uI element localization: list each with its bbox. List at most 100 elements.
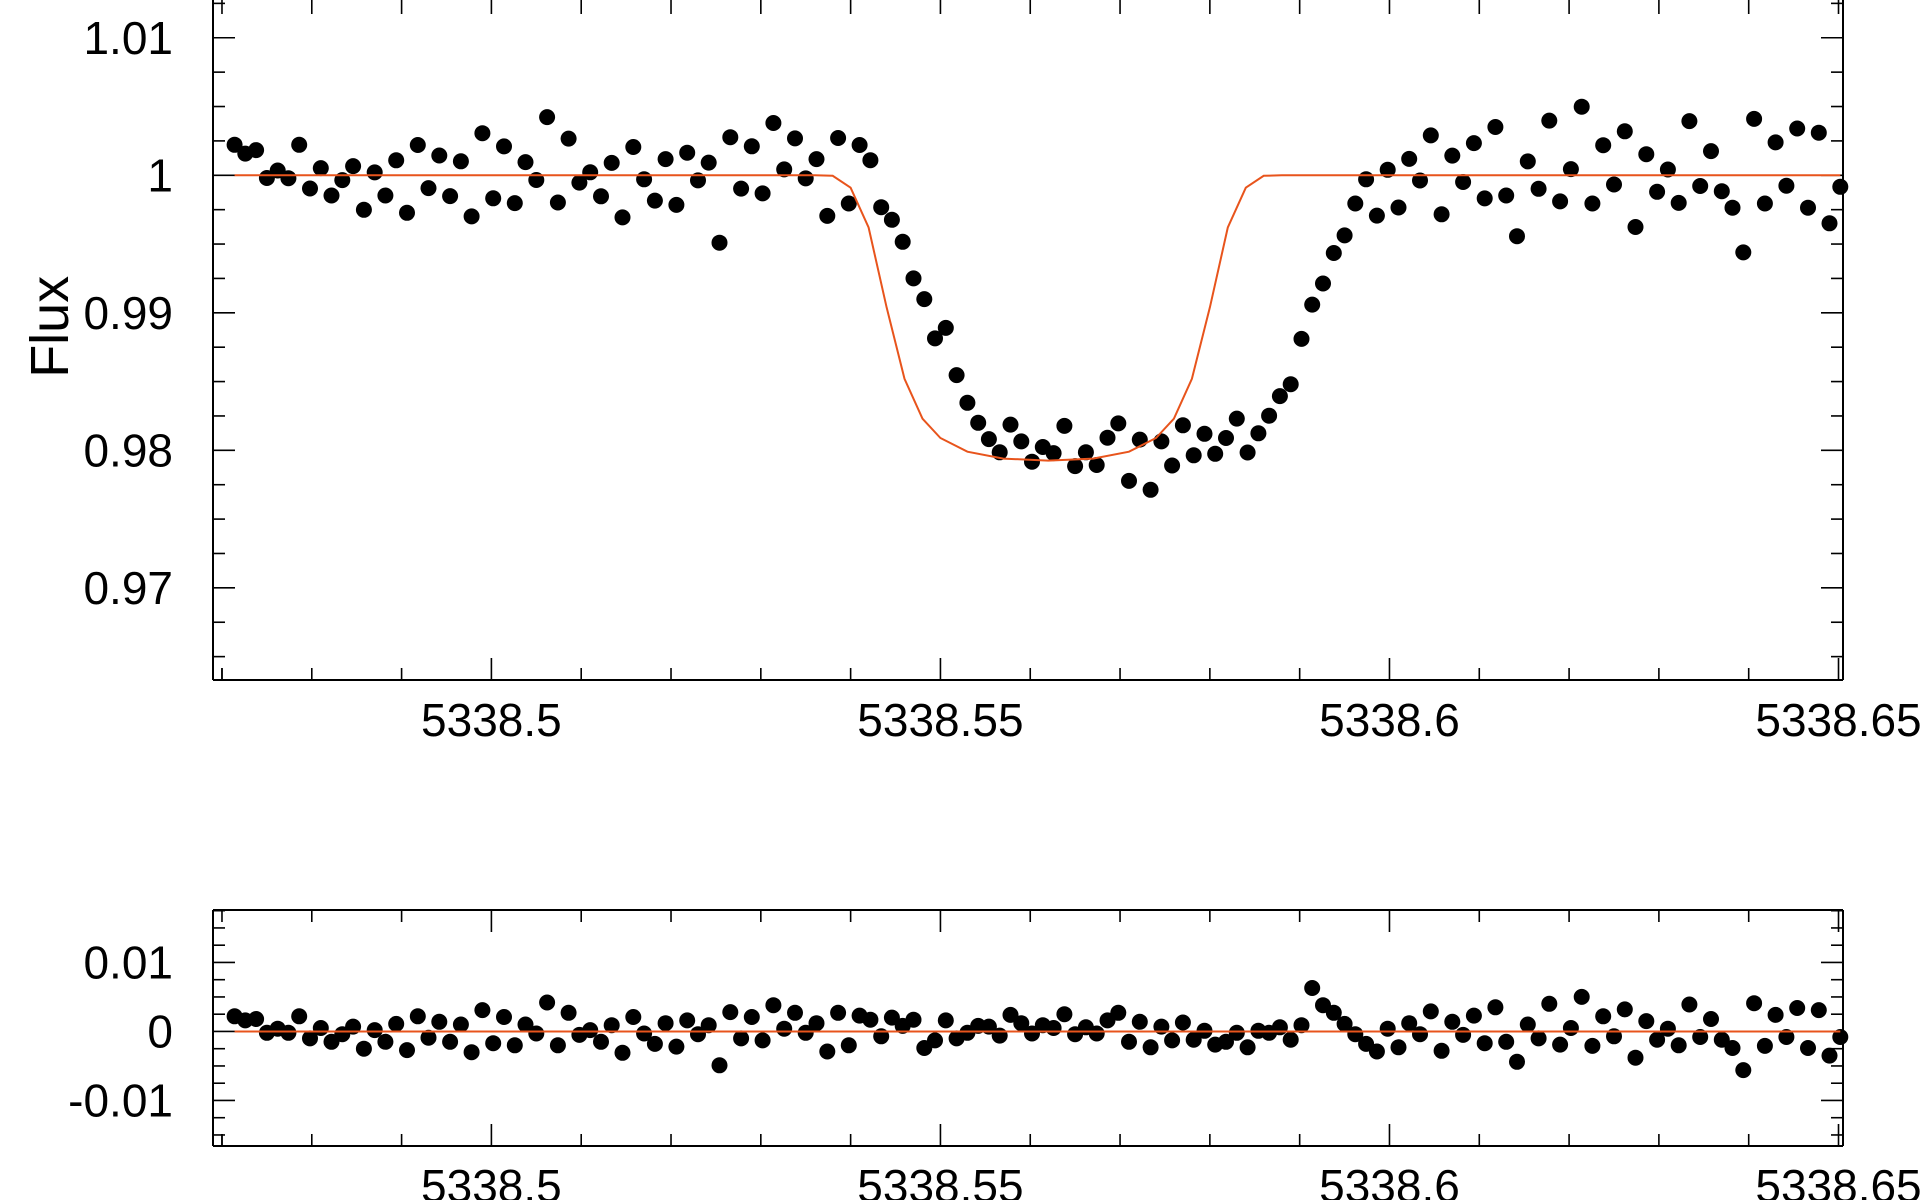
data-point: [377, 187, 394, 204]
data-point: [1347, 1026, 1364, 1043]
x-tick-label: 5338.55: [857, 694, 1023, 746]
y-axis-title: Flux: [20, 276, 80, 378]
data-point: [474, 1002, 491, 1019]
data-point: [959, 394, 976, 411]
data-point: [1638, 146, 1655, 163]
data-point: [1433, 206, 1450, 223]
data-point: [409, 1008, 426, 1025]
data-point: [840, 1037, 857, 1054]
data-point: [1756, 1037, 1773, 1054]
data-point: [560, 1004, 577, 1021]
data-point: [819, 207, 836, 224]
data-point: [1455, 174, 1472, 190]
data-point: [1185, 447, 1202, 464]
data-point: [614, 1044, 631, 1061]
y-tick-label: 1.01: [83, 12, 173, 64]
data-point: [970, 414, 987, 431]
data-point: [1239, 1039, 1256, 1056]
data-point: [1045, 1020, 1062, 1036]
data-point: [1681, 113, 1698, 130]
data-point: [302, 1030, 318, 1047]
data-point: [582, 1022, 599, 1039]
data-point: [1573, 98, 1590, 115]
data-point: [1315, 275, 1331, 292]
data-point: [1498, 187, 1515, 204]
data-point: [603, 154, 620, 171]
data-point: [1509, 228, 1525, 245]
data-point: [1735, 244, 1752, 261]
data-point: [1616, 1001, 1633, 1018]
data-point: [1778, 1029, 1795, 1045]
data-point: [1131, 1013, 1148, 1030]
data-point: [452, 1016, 469, 1033]
data-point: [452, 153, 469, 170]
y-tick-label: 1: [147, 149, 173, 201]
data-point: [1379, 1020, 1396, 1037]
data-point: [248, 142, 265, 159]
data-point: [1164, 457, 1181, 474]
data-point: [1746, 995, 1763, 1012]
data-point: [808, 1015, 825, 1032]
data-point: [722, 1004, 739, 1021]
data-point: [1174, 417, 1191, 434]
data-point: [1487, 999, 1504, 1016]
data-point: [937, 319, 954, 336]
data-point: [366, 164, 383, 181]
data-point: [1616, 123, 1633, 140]
data-point: [1412, 172, 1428, 189]
data-point: [905, 1011, 922, 1028]
data-point: [690, 172, 706, 189]
data-point: [593, 1033, 609, 1050]
data-point: [539, 109, 556, 126]
data-point: [830, 1004, 847, 1021]
y-tick-label: 0.99: [83, 287, 173, 339]
data-point: [1735, 1062, 1752, 1079]
data-point: [1832, 178, 1849, 195]
data-point: [1056, 417, 1073, 434]
data-point: [1099, 429, 1116, 446]
data-point: [1174, 1014, 1191, 1031]
y-tick-label: 0.01: [83, 936, 173, 988]
data-point: [1692, 178, 1709, 194]
data-point: [506, 1037, 523, 1054]
data-point: [517, 1016, 534, 1033]
data-point: [1433, 1042, 1450, 1059]
data-point: [614, 209, 631, 226]
data-point: [733, 180, 750, 197]
data-point: [539, 994, 556, 1011]
data-point: [1627, 1049, 1644, 1066]
data-point: [603, 1017, 620, 1034]
data-point: [345, 158, 362, 175]
data-point: [646, 192, 663, 209]
data-point: [1767, 1006, 1784, 1023]
data-point: [1013, 433, 1030, 450]
data-point: [1142, 481, 1159, 498]
y-tick-label: -0.01: [68, 1074, 173, 1126]
data-point: [862, 152, 879, 169]
data-point: [1530, 1030, 1547, 1047]
data-point: [1067, 458, 1084, 475]
data-point: [248, 1011, 265, 1027]
data-point: [1703, 1011, 1719, 1027]
data-point: [787, 1004, 803, 1021]
data-point: [1584, 1037, 1601, 1054]
data-point: [312, 160, 329, 177]
data-point: [948, 367, 965, 384]
data-point: [1024, 1025, 1040, 1042]
data-point: [883, 1009, 900, 1026]
data-point: [1606, 176, 1622, 193]
data-point: [679, 1012, 696, 1029]
data-point: [1304, 980, 1321, 996]
data-point: [797, 1024, 814, 1041]
data-point: [851, 137, 868, 153]
y-tick-label: 0.98: [83, 424, 173, 476]
data-point: [1401, 150, 1418, 167]
data-point: [409, 137, 426, 153]
data-point: [765, 115, 782, 131]
data-point: [1595, 137, 1612, 154]
data-point: [1541, 112, 1558, 129]
data-point: [280, 170, 297, 187]
data-point: [1821, 1047, 1838, 1064]
data-point: [733, 1030, 750, 1047]
data-point: [528, 1025, 545, 1042]
